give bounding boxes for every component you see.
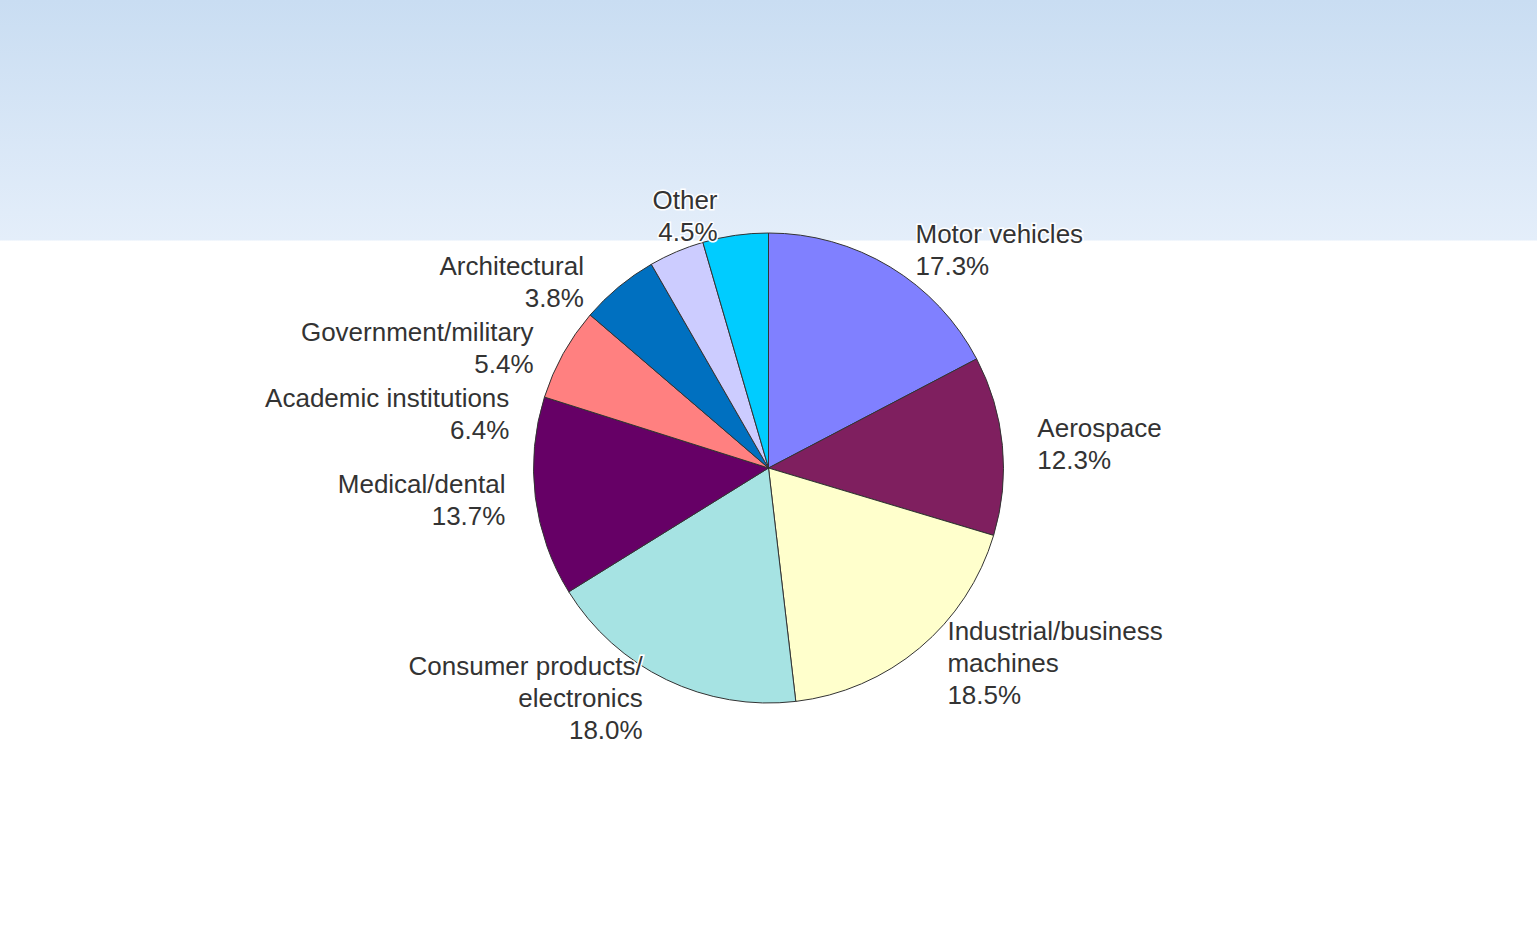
svg-text:Government/military: Government/military bbox=[301, 317, 534, 347]
svg-text:13.7%: 13.7% bbox=[432, 501, 506, 531]
svg-text:Architectural: Architectural bbox=[439, 251, 584, 281]
svg-text:Other: Other bbox=[653, 185, 718, 215]
svg-text:electronics: electronics bbox=[518, 683, 642, 713]
svg-text:5.4%: 5.4% bbox=[474, 349, 533, 379]
svg-text:Consumer products/: Consumer products/ bbox=[409, 651, 644, 681]
svg-text:machines: machines bbox=[947, 648, 1058, 678]
svg-text:18.5%: 18.5% bbox=[947, 680, 1021, 710]
svg-text:6.4%: 6.4% bbox=[450, 415, 509, 445]
svg-text:18.0%: 18.0% bbox=[569, 715, 643, 745]
svg-text:4.5%: 4.5% bbox=[658, 217, 717, 247]
svg-text:17.3%: 17.3% bbox=[915, 251, 989, 281]
svg-text:3.8%: 3.8% bbox=[525, 283, 584, 313]
svg-text:Motor vehicles: Motor vehicles bbox=[915, 219, 1083, 249]
svg-text:12.3%: 12.3% bbox=[1037, 445, 1111, 475]
svg-text:Industrial/business: Industrial/business bbox=[947, 616, 1170, 646]
svg-text:Academic institutions: Academic institutions bbox=[265, 383, 509, 413]
svg-text:Medical/dental: Medical/dental bbox=[338, 469, 506, 499]
svg-text:Aerospace: Aerospace bbox=[1037, 413, 1161, 443]
